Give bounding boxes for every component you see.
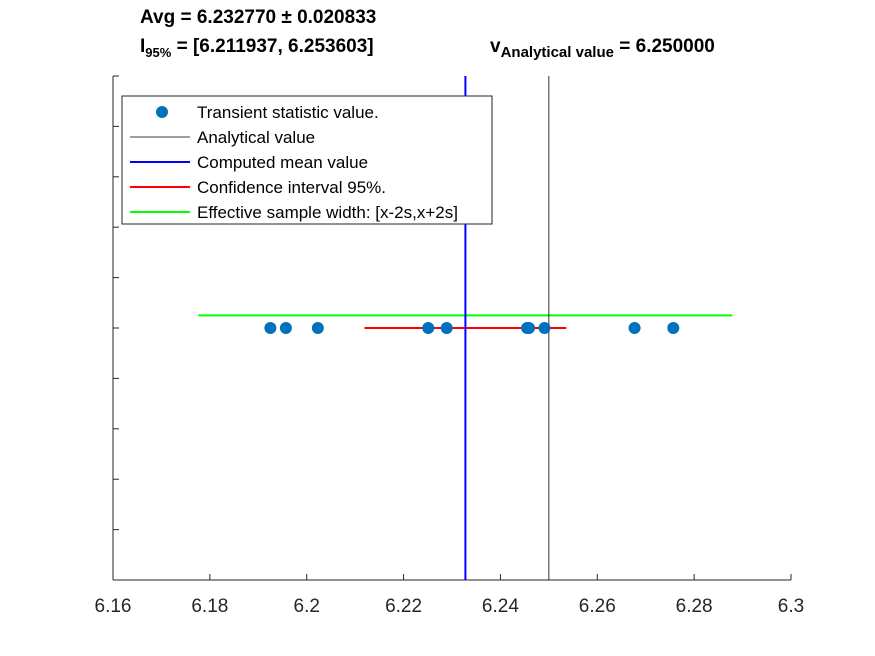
data-point [628, 322, 641, 334]
x-tick-label: 6.24 [482, 596, 519, 617]
chart-title-ci: I95% = [6.211937, 6.253603] [140, 36, 374, 60]
legend-label: Confidence interval 95%. [197, 178, 386, 197]
x-tick-label: 6.18 [191, 596, 228, 617]
legend-label: Analytical value [197, 128, 315, 147]
data-point [422, 322, 435, 334]
x-tick-label: 6.2 [294, 596, 320, 617]
data-point [523, 322, 536, 334]
data-point [440, 322, 453, 334]
data-point [538, 322, 551, 334]
legend-label: Computed mean value [197, 153, 368, 172]
legend-label: Effective sample width: [x-2s,x+2s] [197, 203, 458, 222]
legend-box [121, 95, 493, 225]
chart-axes-layer: 6.16 6.18 6.2 6.22 6.24 6.26 6.28 6.3 [95, 75, 804, 617]
data-point [279, 322, 292, 334]
data-point [667, 322, 680, 334]
x-tick-label: 6.28 [676, 596, 713, 617]
x-tick-label: 6.3 [778, 596, 804, 617]
data-point [311, 322, 324, 334]
x-tick-label: 6.26 [579, 596, 616, 617]
x-tick-label: 6.16 [95, 596, 132, 617]
legend-marker [156, 106, 168, 118]
chart-title-analytical: vAnalytical value = 6.250000 [490, 36, 715, 61]
data-point [264, 322, 277, 334]
chart-points-layer [264, 322, 680, 334]
chart-title-avg: Avg = 6.232770 ± 0.020833 [140, 7, 377, 28]
x-tick-label: 6.22 [385, 596, 422, 617]
legend-label: Transient statistic value. [197, 103, 379, 122]
chart-legend: Transient statistic value. Analytical val… [121, 95, 493, 225]
